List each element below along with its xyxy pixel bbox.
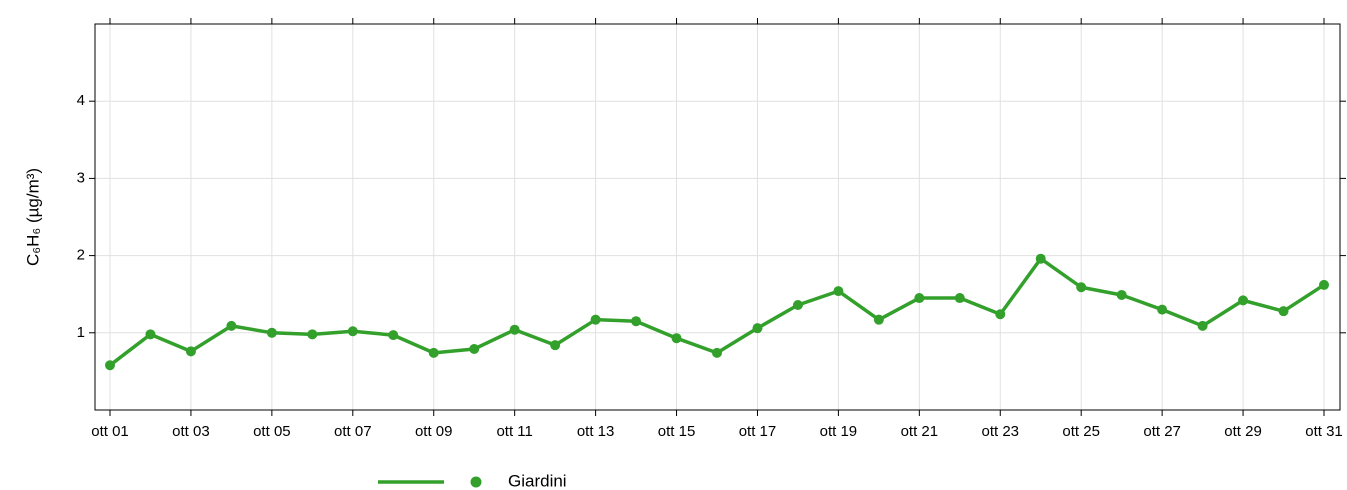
data-point <box>226 320 237 331</box>
data-point <box>1076 282 1087 293</box>
x-tick-label: ott 31 <box>1305 423 1343 440</box>
data-point <box>1157 304 1168 315</box>
x-tick-label: ott 01 <box>91 423 129 440</box>
data-point <box>1238 295 1249 306</box>
y-tick-label: 3 <box>77 169 85 186</box>
x-tick-label: ott 25 <box>1062 423 1100 440</box>
data-point <box>428 347 439 358</box>
data-point <box>266 327 277 338</box>
y-tick-label: 1 <box>77 324 85 341</box>
x-tick-label: ott 23 <box>982 423 1020 440</box>
data-point <box>954 293 965 304</box>
data-point <box>671 333 682 344</box>
x-tick-label: ott 03 <box>172 423 210 440</box>
x-tick-label: ott 17 <box>739 423 777 440</box>
legend-marker <box>470 476 482 488</box>
data-point <box>914 293 925 304</box>
data-point <box>307 329 318 340</box>
data-point <box>1116 289 1127 300</box>
x-tick-label: ott 29 <box>1224 423 1262 440</box>
data-point <box>105 360 115 371</box>
data-point <box>792 300 803 311</box>
data-point <box>1319 279 1329 290</box>
data-point <box>1035 253 1046 264</box>
x-tick-label: ott 13 <box>577 423 615 440</box>
data-point <box>185 346 196 357</box>
x-tick-label: ott 05 <box>253 423 291 440</box>
legend-label: Giardini <box>508 471 567 490</box>
data-point <box>833 286 844 297</box>
x-tick-label: ott 27 <box>1143 423 1181 440</box>
data-point <box>550 340 561 351</box>
data-point <box>873 314 884 325</box>
x-tick-label: ott 09 <box>415 423 453 440</box>
data-point <box>1278 306 1289 317</box>
x-tick-label: ott 11 <box>496 423 532 440</box>
data-point <box>995 309 1006 320</box>
y-axis-label: C₆H₆ (µg/m³) <box>23 168 42 266</box>
data-point <box>347 326 358 337</box>
data-point <box>590 314 601 325</box>
x-tick-label: ott 15 <box>658 423 696 440</box>
x-tick-label: ott 07 <box>334 423 372 440</box>
data-point <box>1197 320 1208 331</box>
plot-frame <box>94 23 1341 411</box>
data-point <box>712 347 722 358</box>
x-tick-label: ott 19 <box>820 423 858 440</box>
y-tick-label: 4 <box>77 92 85 109</box>
y-tick-label: 2 <box>77 247 85 264</box>
data-point <box>631 316 642 327</box>
data-point <box>752 323 763 334</box>
x-tick-label: ott 21 <box>901 423 939 440</box>
data-point <box>388 330 399 341</box>
data-point <box>509 324 520 335</box>
data-point <box>469 344 480 355</box>
data-point <box>145 329 156 340</box>
